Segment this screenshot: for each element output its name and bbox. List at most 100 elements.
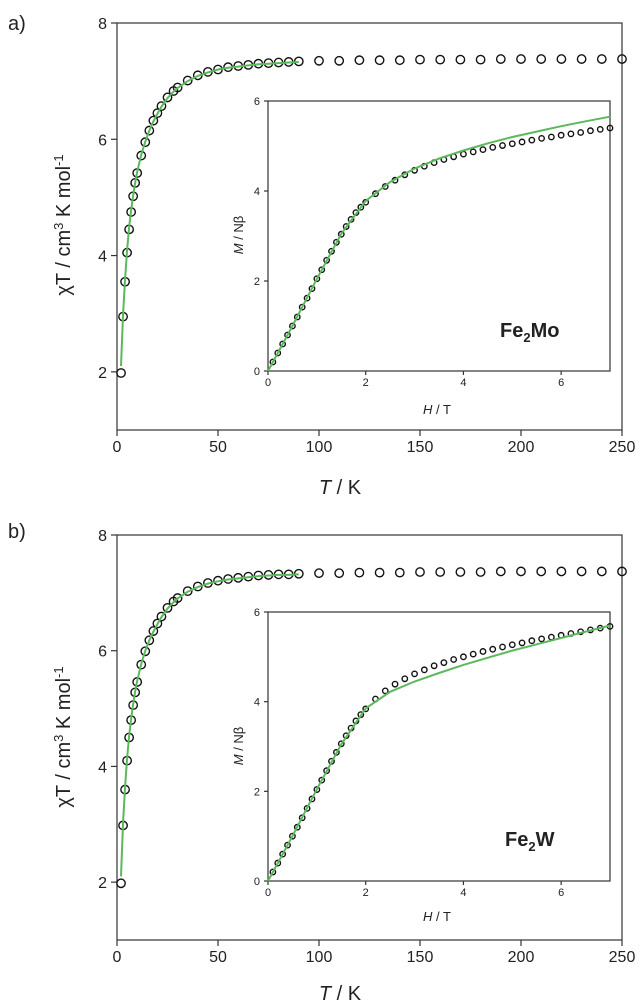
panel-b-main-data-point [475,567,486,577]
panel-a-y-axis-title: χT / cm3 K mol-1 [51,154,75,295]
panel-b-main-data-point [516,566,526,577]
panel-b-main-data-point [116,878,126,889]
panel-b-x-axis-title-var: T [319,983,333,1005]
panel-b-inset-data-point [279,850,287,858]
panel-a-inset-data-point [469,148,477,156]
panel-a-inset-y-tick-label: 4 [254,186,260,198]
panel-a-inset-data-point [289,322,296,330]
panel-a-inset-data-point [518,138,526,146]
panel-a-compound-tail: Mo [531,320,560,342]
panel-a-inset-background [268,101,610,371]
panel-b-inset-x-tick-label: 2 [363,887,369,899]
panel-b-main-data-point [136,659,147,670]
panel-a-inset-data-point [538,134,545,142]
panel-b-main-x-tick-label: 50 [209,949,227,966]
panel-b-main-x-tick-label: 0 [113,949,122,966]
panel-b-inset-data-point [303,804,311,812]
panel-b-inset-y-axis-title-var: M [231,754,246,765]
panel-b-inset-frame [267,611,611,882]
panel-b-main-data-point [495,566,506,577]
panel-a-inset-data-point [596,125,604,133]
panel-a-main-data-point [182,75,193,86]
panel-a-inset-data-point [606,124,614,132]
panel-a: 0 50 100 150 200 250 2 4 6 8 0 2 4 6 0 2 4 6 a) T / K χT /… [8,13,635,499]
panel-a-main-y-tick-label: 8 [98,16,107,33]
panel-a-main-data-point [152,108,163,119]
panel-a-inset-data-point [557,131,565,139]
panel-b-inset-data-point [430,662,438,670]
panel-b-inset-data-point [528,637,536,645]
panel-b-inset-y-tick-label: 0 [254,876,260,888]
panel-b-main-y-tick-label: 4 [98,759,107,776]
panel-b-main-data-point [617,566,627,577]
panel-b-inset-data-point [293,823,301,831]
panel-a-main-data-point [314,55,324,66]
panel-a-main-data-point [596,54,607,64]
panel-b-y-axis-title-prefix: χT / cm [53,742,75,808]
panel-a-y-axis-title-prefix: χT / cm [53,230,75,296]
panel-b-x-axis-title: T / K [319,983,362,1005]
panel-b-main-data-point [576,566,587,577]
panel-b-inset-data-point [508,641,516,649]
panel-a-inset-x-tick-label: 0 [265,377,271,389]
panel-a-main-data-point [495,54,506,64]
panel-a-inset-x-axis-title-unit: / T [432,402,451,417]
panel-b-inset-data-point [284,841,291,849]
panel-a-inset-y-axis-title: M / Nβ [231,216,246,255]
panel-a-main-data-point [148,115,159,126]
panel-b-inset-data-point [499,643,506,651]
panel-a-inset-data-point [508,140,516,148]
panel-a-inset-x-tick-label: 6 [558,377,564,389]
panel-a-main-x-tick-label: 250 [609,439,636,456]
panel-b-compound-tail: W [536,829,555,851]
panel-b-inset-data-point [420,666,428,674]
panel-b-inset-data-point [391,680,399,688]
panel-b-main-data-point [182,586,193,597]
panel-a-inset-data-point [328,247,335,255]
panel-b-inset-data-point [450,656,458,663]
panel-a-main-data-point [334,55,345,66]
panel-a-inset-data-point [362,198,370,206]
panel-a-inset-y-axis-title-var: M [231,243,246,254]
panel-b-inset-data-point [479,648,487,655]
panel-a-main-x-tick-label: 150 [407,439,434,456]
panel-b-inset-fit-line [267,624,611,882]
panel-b-main-data-point [156,611,167,622]
panel-a-main-data-point [354,55,365,66]
panel-b-main-data-point [148,626,159,636]
panel-b-y-axis-title-mid: K mol [53,678,75,735]
panel-b-main-x-tick-label: 200 [508,949,535,966]
panel-b-inset-y-axis-title-unit: / Nβ [231,727,246,755]
panel-a-main-frame [116,22,623,431]
panel-b-inset-data-point [357,711,365,719]
panel-a-inset-data-point [303,294,311,302]
panel-b-inset-x-axis-title: H / T [423,909,451,924]
panel-a-main-x-tick-label: 100 [306,439,333,456]
panel-a-inset-data-point [479,146,487,154]
panel-a-main-fit-line [120,61,299,367]
panel-b-inset-y-tick-label: 4 [254,697,260,709]
panel-b-inset-data-point [337,740,345,748]
panel-a-inset-data-point [489,143,497,151]
panel-b-main-y-tick-label: 8 [98,528,107,545]
panel-b-main-data-point [162,603,173,613]
panel-b-inset-data-point [313,786,321,793]
panel-a-inset-x-axis-title: H / T [423,402,451,417]
panel-a-main-data-point [475,54,486,65]
panel-b-inset-x-tick-label: 0 [265,887,271,899]
panel-a-compound-sub: 2 [523,330,530,345]
panel-a-inset-x-axis-title-var: H [423,402,433,417]
panel-b-inset-data-point [298,814,306,822]
panel-b-main-data-point [334,568,345,579]
panel-a-main-data-point [415,54,425,65]
panel-a-inset-data-point [337,230,345,238]
panel-a-inset-data-point [567,130,575,138]
panel-a-main-y-tick-label: 4 [98,249,107,266]
panel-b-main-data-point [172,593,183,603]
panel-a-main-data-point [136,150,147,161]
panel-a-inset-y-tick-label: 6 [254,96,260,108]
panel-a-inset-fit-line [267,115,611,372]
panel-a-main-data-point [140,137,151,148]
panel-b-inset-data-point [362,705,370,713]
